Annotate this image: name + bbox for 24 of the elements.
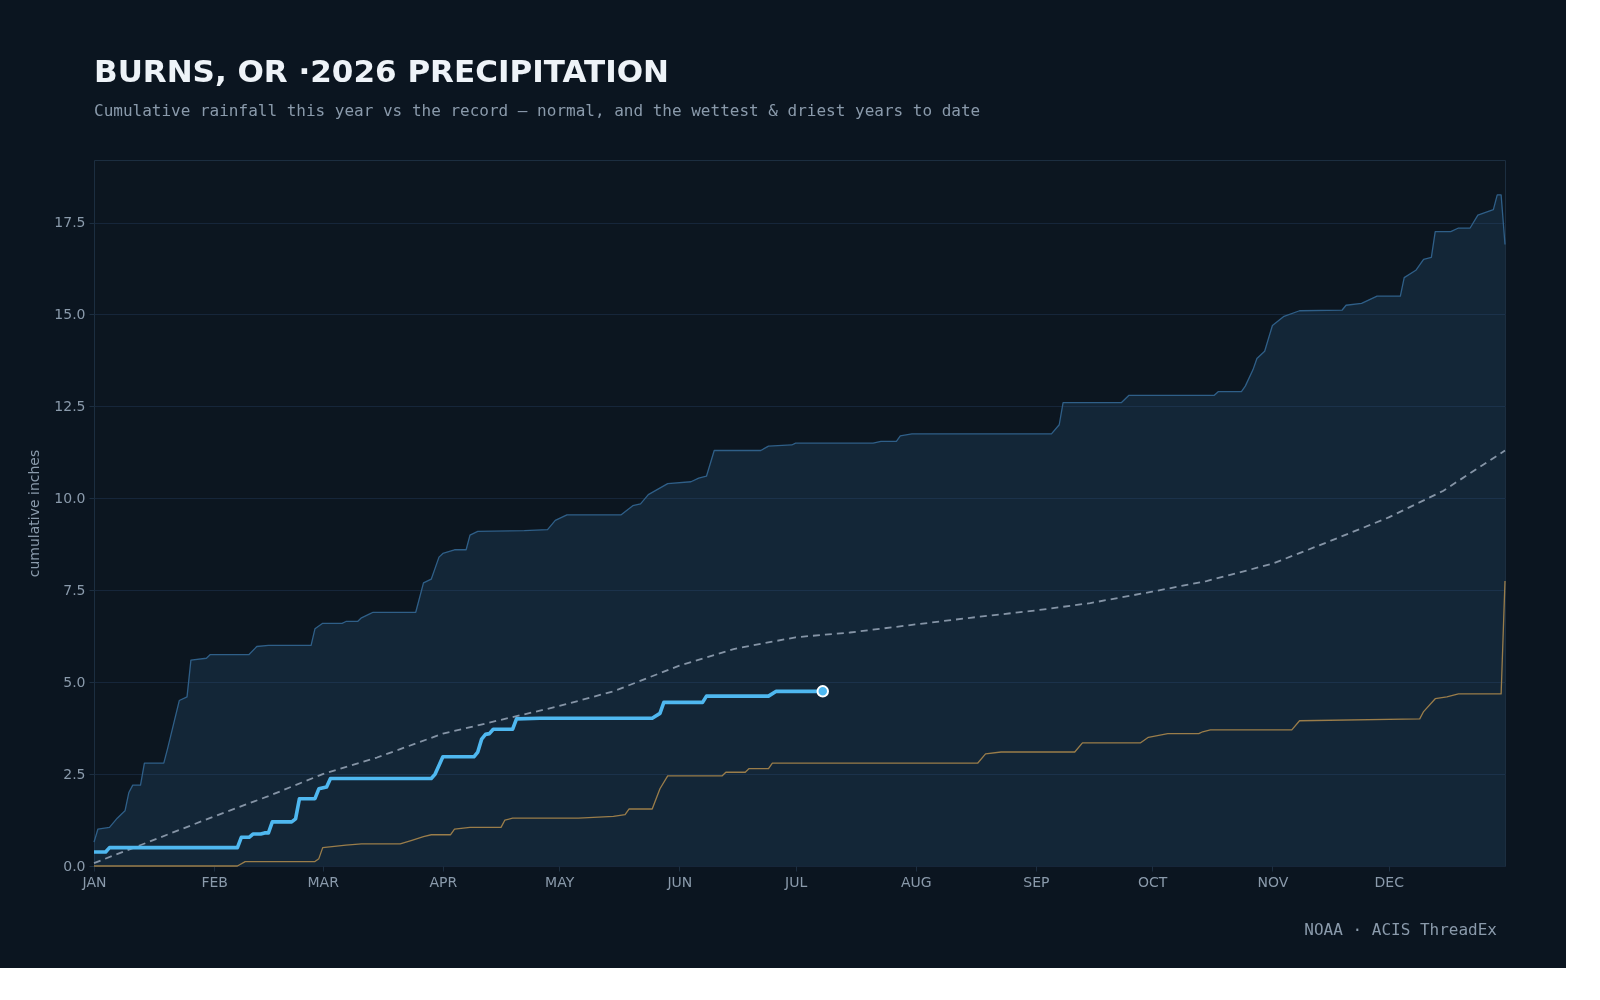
- x-tick-label: MAY: [545, 873, 575, 890]
- x-tick-label: JUN: [666, 873, 693, 890]
- y-axis-title: cumulative inches: [26, 449, 43, 578]
- x-tick-label: JUL: [784, 873, 808, 890]
- x-tick-label: JAN: [81, 873, 107, 890]
- chart-subtitle: Cumulative rainfall this year vs the record — normal, and the wettest & driest years to date: [94, 101, 981, 120]
- y-tick-label: 0.0: [63, 857, 86, 874]
- y-tick-label: 5.0: [63, 673, 86, 690]
- y-tick-label: 12.5: [54, 397, 86, 414]
- x-tick-label: MAR: [307, 873, 340, 890]
- x-tick-label: OCT: [1138, 873, 1168, 890]
- text: NOAA · ACIS ThreadEx: [1304, 920, 1498, 939]
- x-tick-label: SEP: [1023, 873, 1050, 890]
- x-tick-label: APR: [429, 873, 458, 890]
- x-tick-label: DEC: [1374, 873, 1405, 890]
- y-tick-label: 17.5: [54, 214, 86, 231]
- x-tick-label: FEB: [201, 873, 228, 890]
- y-tick-label: 15.0: [54, 305, 86, 322]
- x-tick-label: NOV: [1257, 873, 1289, 890]
- x-tick-label: AUG: [900, 873, 932, 890]
- y-tick-label: 2.5: [63, 765, 86, 782]
- y-tick-label: 10.0: [54, 489, 86, 506]
- chart-title: BURNS, OR ·2026 PRECIPITATION: [94, 53, 669, 89]
- y-tick-label: 7.5: [63, 581, 86, 598]
